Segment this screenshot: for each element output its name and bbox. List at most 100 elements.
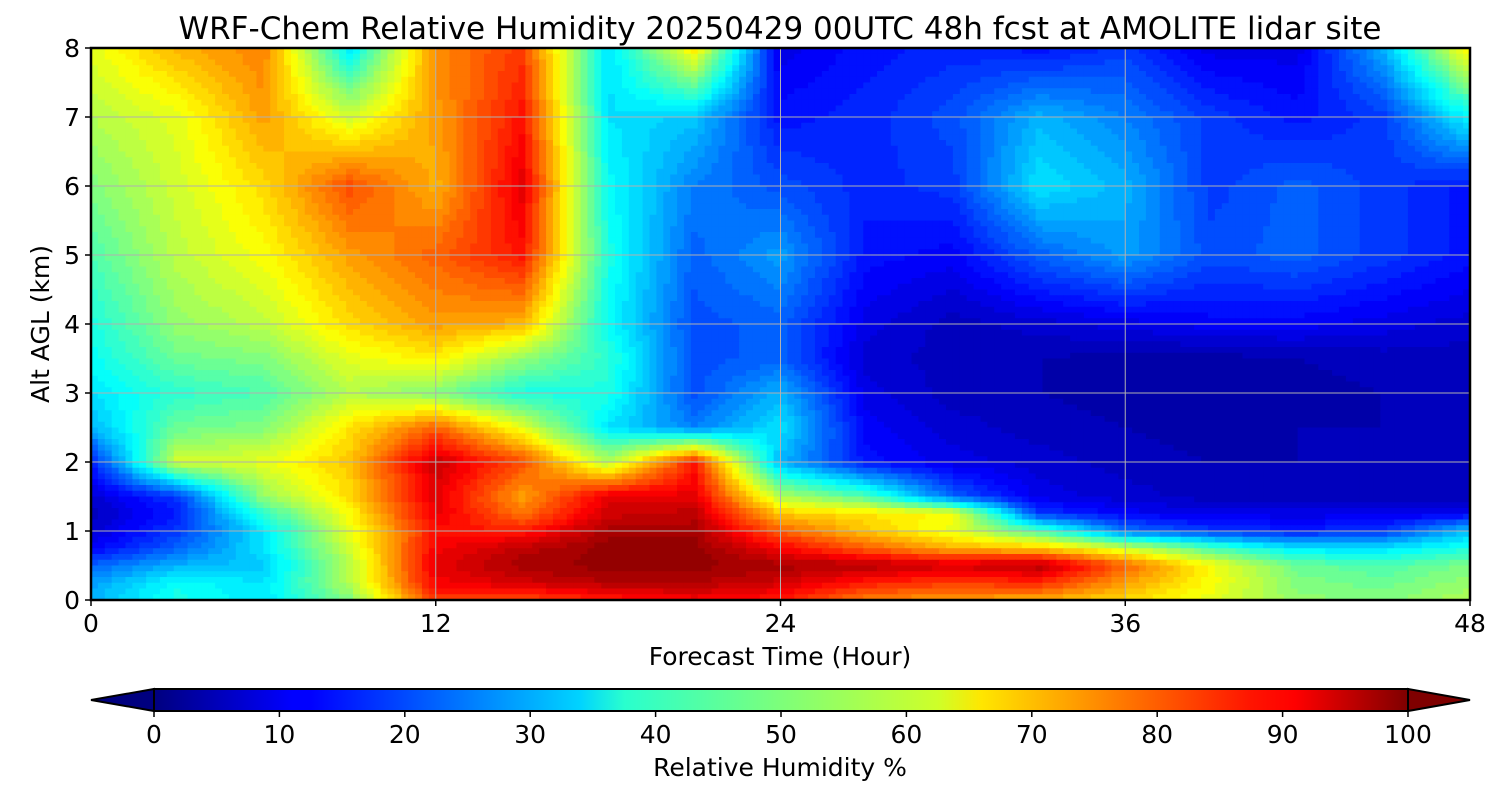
heat-cell xyxy=(1318,122,1326,130)
heat-cell xyxy=(608,186,616,193)
heat-cell xyxy=(870,88,878,95)
heat-cell xyxy=(718,65,726,72)
heat-cell xyxy=(215,122,223,130)
heat-cell xyxy=(525,99,533,107)
heat-cell xyxy=(849,180,857,187)
heat-cell xyxy=(442,88,451,95)
heat-cell xyxy=(1111,65,1119,72)
heat-cell xyxy=(249,65,258,72)
heat-cell xyxy=(1270,145,1278,153)
heat-cell xyxy=(1332,163,1340,170)
heat-cell xyxy=(1214,157,1223,164)
heat-cell xyxy=(222,180,230,187)
heat-cell xyxy=(1380,94,1388,101)
heat-cell xyxy=(994,82,1002,89)
heat-cell xyxy=(125,134,133,141)
heat-cell xyxy=(235,53,244,61)
heat-cell xyxy=(539,99,547,107)
heat-cell xyxy=(1207,163,1216,170)
heat-cell xyxy=(697,140,706,147)
heat-cell xyxy=(470,122,478,130)
heat-cell xyxy=(1414,99,1423,107)
heat-cell xyxy=(104,88,113,95)
heat-cell xyxy=(346,134,354,141)
heat-cell xyxy=(842,53,851,61)
heat-cell xyxy=(187,53,196,61)
heat-cell xyxy=(394,48,402,55)
heat-cell xyxy=(504,94,513,101)
heat-cell xyxy=(670,65,678,72)
heat-cell xyxy=(311,117,320,124)
heat-cell xyxy=(1111,71,1119,78)
heat-cell xyxy=(1380,117,1388,124)
heat-cell xyxy=(1435,140,1444,147)
heat-cell xyxy=(539,94,547,101)
heat-cell xyxy=(1159,111,1168,118)
heat-cell xyxy=(690,105,699,112)
heat-cell xyxy=(1270,99,1278,107)
heat-cell xyxy=(408,163,416,170)
heat-cell xyxy=(525,140,533,147)
heat-cell xyxy=(1152,117,1161,124)
heat-cell xyxy=(1249,111,1257,118)
heat-cell xyxy=(835,53,844,61)
heat-cell xyxy=(415,76,423,84)
heat-cell xyxy=(180,145,189,153)
heat-cell xyxy=(1428,71,1437,78)
heat-cell xyxy=(373,59,382,66)
heat-cell xyxy=(635,111,644,118)
heat-cell xyxy=(642,134,651,141)
heat-cell xyxy=(1063,117,1071,124)
heat-cell xyxy=(421,76,430,84)
heat-cell xyxy=(773,99,782,107)
heat-cell xyxy=(883,186,892,193)
heat-cell xyxy=(1118,71,1126,78)
heat-cell xyxy=(1166,140,1175,147)
heat-cell xyxy=(1235,99,1244,107)
heat-cell xyxy=(525,48,533,55)
heat-cell xyxy=(1283,140,1292,147)
heat-cell xyxy=(683,145,692,153)
heat-cell xyxy=(897,157,906,164)
heat-cell xyxy=(952,59,961,66)
heat-cell xyxy=(325,151,333,158)
heat-cell xyxy=(511,186,520,193)
heat-cell xyxy=(642,168,651,176)
heat-cell xyxy=(297,168,306,176)
heat-cell xyxy=(442,48,451,55)
heat-cell xyxy=(359,76,368,84)
heat-cell xyxy=(311,134,320,141)
heat-cell xyxy=(980,88,988,95)
heat-cell xyxy=(215,163,223,170)
heat-cell xyxy=(608,157,616,164)
heat-cell xyxy=(394,163,402,170)
heat-cell xyxy=(587,59,595,66)
heat-cell xyxy=(911,71,919,78)
heat-cell xyxy=(297,128,306,135)
heat-cell xyxy=(808,65,816,72)
heat-cell xyxy=(670,82,678,89)
heat-cell xyxy=(263,145,271,153)
heat-cell xyxy=(1076,59,1085,66)
heat-cell xyxy=(849,99,857,107)
heat-cell xyxy=(580,99,589,107)
heat-cell xyxy=(752,186,761,193)
heat-cell xyxy=(125,48,133,55)
heat-cell xyxy=(463,145,471,153)
heat-cell xyxy=(1104,163,1113,170)
heat-cell xyxy=(166,174,175,181)
heat-cell xyxy=(91,117,99,124)
heat-cell xyxy=(477,128,485,135)
heat-cell xyxy=(656,140,664,147)
heat-cell xyxy=(146,82,154,89)
heat-cell xyxy=(222,76,230,84)
heat-cell xyxy=(270,99,278,107)
heat-cell xyxy=(1042,48,1050,55)
heat-cell xyxy=(1435,122,1444,130)
heat-cell xyxy=(932,59,940,66)
heat-cell xyxy=(1449,174,1457,181)
heat-cell xyxy=(994,186,1002,193)
heat-cell xyxy=(1139,134,1147,141)
heat-cell xyxy=(497,168,506,176)
heat-cell xyxy=(959,151,968,158)
